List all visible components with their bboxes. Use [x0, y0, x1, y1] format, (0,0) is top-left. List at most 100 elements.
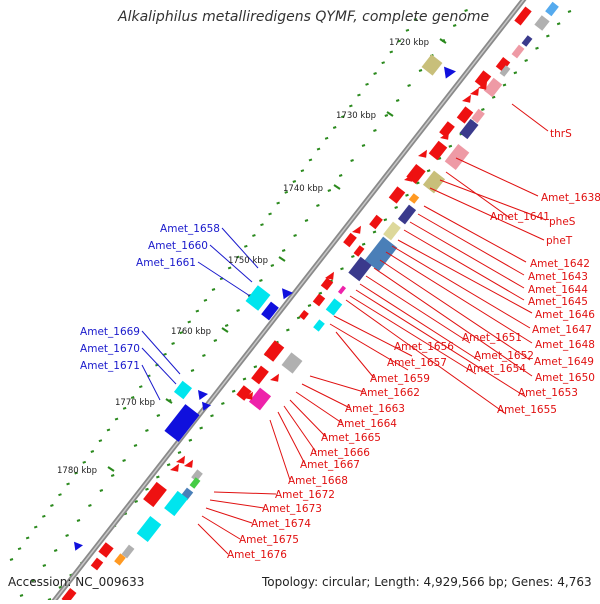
reverse-gene-arrow — [478, 81, 487, 90]
reverse-gene-arrow — [404, 173, 413, 182]
forward-gene — [245, 285, 271, 311]
gene-label: Amet_1667 — [300, 459, 360, 471]
reverse-gene-arrow — [270, 373, 279, 382]
tick-mark — [58, 585, 63, 589]
reverse-gene — [397, 204, 417, 225]
reverse-gene — [114, 553, 126, 566]
gene-label: Amet_1652 — [474, 350, 534, 362]
leader-line — [209, 244, 253, 283]
leader-line — [417, 213, 525, 276]
leader-line — [141, 364, 161, 401]
tick-mark — [199, 426, 203, 430]
tick-mark — [372, 230, 377, 234]
leader-line — [301, 383, 351, 409]
gene-label: Amet_1676 — [227, 549, 287, 561]
tick-mark — [318, 291, 323, 295]
tick-mark — [260, 223, 264, 227]
tick-mark — [211, 288, 216, 291]
tick-mark — [407, 84, 411, 87]
tick-mark — [481, 108, 485, 111]
gene-label: Amet_1642 — [530, 258, 590, 270]
reverse-gene — [364, 236, 398, 272]
reverse-gene — [348, 256, 372, 282]
reverse-gene — [121, 544, 135, 559]
tick-mark — [156, 414, 161, 417]
tick-mark — [567, 10, 572, 13]
reverse-gene — [511, 44, 525, 59]
leader-line — [141, 330, 181, 375]
gene-label: Amet_1675 — [239, 534, 299, 546]
forward-gene-arrow — [74, 541, 83, 551]
tick-mark — [373, 129, 377, 132]
tick-mark — [65, 534, 69, 537]
tick-mark — [452, 24, 457, 27]
reverse-gene — [428, 140, 448, 161]
major-tick — [278, 256, 286, 262]
tick-mark — [252, 234, 256, 237]
tick-mark — [300, 169, 305, 173]
tick-mark — [190, 369, 195, 372]
tick-mark — [138, 385, 143, 389]
tick-mark — [195, 309, 200, 313]
tick-mark — [464, 9, 468, 12]
tick-mark — [349, 104, 353, 108]
map-labels: 1720 kbp 1730 kbp 1740 kbp 1750 kbp 1760 kbp… — [57, 38, 600, 561]
gene-label: Amet_1649 — [534, 356, 594, 368]
gene-label: Amet_1654 — [466, 363, 526, 375]
tick-mark — [42, 564, 47, 567]
kbp-label: 1770 kbp — [115, 398, 155, 408]
tick-mark — [373, 72, 377, 75]
tick-mark — [448, 144, 453, 148]
gene-label: Amet_1650 — [535, 372, 595, 384]
reverse-gene — [312, 293, 326, 307]
kbp-label: 1720 kbp — [389, 38, 429, 48]
tick-mark — [231, 389, 236, 393]
tick-mark — [437, 157, 442, 160]
reverse-gene — [189, 477, 201, 489]
tick-mark — [394, 206, 398, 209]
reverse-gene — [499, 65, 511, 77]
reverse-gene — [281, 352, 303, 374]
leader-line — [423, 205, 527, 263]
tick-mark — [221, 402, 225, 405]
reverse-gene — [439, 121, 455, 138]
tick-mark — [361, 242, 366, 246]
reverse-gene — [299, 310, 309, 320]
tick-mark — [163, 352, 167, 356]
tick-mark — [413, 18, 418, 21]
tick-mark — [316, 147, 321, 151]
reverse-gene — [444, 144, 470, 170]
tick-mark — [327, 189, 332, 192]
tick-mark — [270, 264, 275, 267]
leader-line — [445, 171, 511, 219]
leader-line — [309, 375, 365, 393]
gene-label: Amet_1651 — [462, 332, 522, 344]
gene-label: Amet_1646 — [535, 309, 595, 321]
tick-mark — [213, 339, 218, 342]
leader-line — [373, 267, 533, 377]
tick-mark — [546, 34, 550, 38]
tick-mark — [384, 114, 389, 117]
reverse-gene — [90, 557, 104, 571]
tick-mark — [134, 500, 138, 503]
leader-line — [283, 405, 317, 453]
gene-label: Amet_1673 — [262, 503, 322, 515]
reverse-gene — [474, 70, 492, 88]
gene-label: Amet_1657 — [387, 357, 447, 369]
reverse-gene — [164, 490, 188, 517]
reverse-gene — [136, 516, 162, 542]
tick-mark — [307, 304, 312, 307]
tick-mark — [82, 460, 87, 464]
reverse-gene-arrow — [440, 131, 449, 140]
tick-mark — [281, 249, 286, 252]
forward-gene-arrow — [202, 401, 211, 411]
tick-mark — [106, 428, 111, 432]
reverse-gene — [521, 35, 533, 47]
tick-mark — [171, 342, 175, 345]
gene-label: Amet_1664 — [337, 418, 397, 430]
tick-mark — [122, 406, 127, 410]
leader-line — [345, 299, 507, 415]
accession-text: Accession: NC_009633 — [8, 575, 145, 589]
tick-mark — [210, 414, 214, 418]
